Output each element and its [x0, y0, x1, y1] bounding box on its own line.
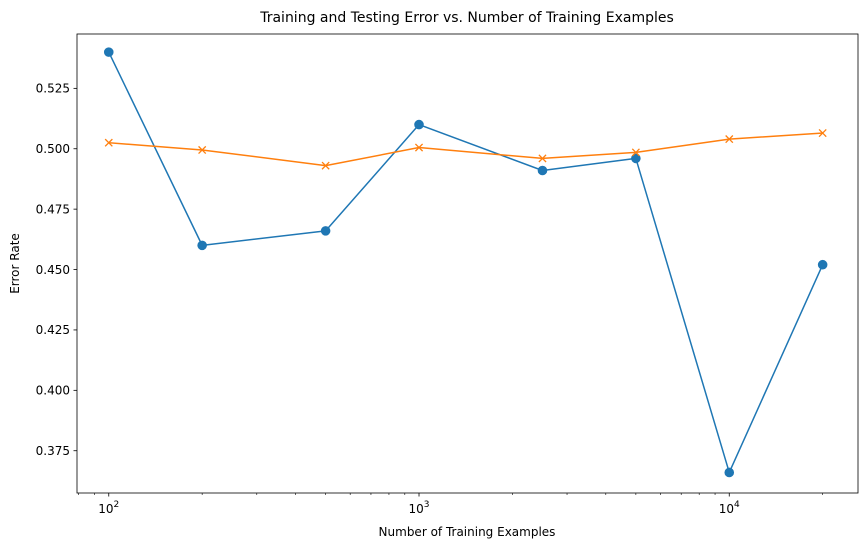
data-point	[197, 240, 207, 251]
data-point	[724, 467, 735, 478]
series-2	[104, 128, 827, 170]
data-point	[104, 138, 113, 147]
plot-area	[77, 34, 858, 493]
y-tick-label: 0.500	[36, 142, 70, 156]
y-tick-label: 0.475	[36, 202, 70, 216]
series-1	[103, 47, 828, 478]
y-tick-label: 0.425	[36, 323, 70, 337]
data-point	[321, 161, 330, 170]
x-tick-label: 102	[98, 500, 119, 516]
x-tick-label-exponent: 3	[424, 500, 430, 510]
y-tick-label: 0.375	[36, 444, 70, 458]
data-point	[631, 153, 641, 164]
data-point	[414, 119, 424, 130]
data-point-stroke	[414, 143, 424, 152]
data-point-stroke	[104, 138, 113, 147]
y-tick-label: 0.400	[36, 384, 70, 398]
y-tick-label: 0.525	[36, 82, 70, 96]
data-point-stroke	[321, 161, 330, 170]
series-line	[107, 132, 824, 167]
data-point	[320, 226, 331, 236]
y-ticks: 0.375 0.400 0.425 0.450 0.475 0.500 0.525	[36, 82, 77, 458]
chart-title: Training and Testing Error vs. Number of…	[259, 10, 674, 26]
data-point	[725, 135, 734, 144]
x-axis-label: Number of Training Examples	[379, 525, 556, 539]
x-tick-label: 104	[719, 500, 740, 516]
data-point	[103, 47, 114, 57]
data-point-stroke	[538, 154, 547, 163]
data-point-stroke	[631, 148, 640, 157]
data-point-stroke	[818, 128, 827, 138]
x-ticks: 102 103 104	[98, 493, 740, 516]
data-point-stroke	[198, 145, 207, 155]
series-line	[107, 51, 824, 474]
x-tick-label: 103	[409, 500, 430, 516]
data-point	[414, 143, 424, 152]
x-tick-label-exponent: 2	[114, 500, 120, 510]
x-tick-label-base: 10	[409, 502, 424, 516]
data-point	[537, 165, 548, 176]
series-layer	[103, 47, 828, 478]
data-point	[631, 148, 640, 157]
y-axis-label: Error Rate	[8, 233, 22, 294]
x-tick-label-base: 10	[98, 502, 113, 516]
data-point	[817, 259, 828, 270]
data-point-stroke	[725, 135, 734, 144]
data-point	[198, 145, 207, 155]
y-tick-label: 0.450	[36, 263, 70, 277]
data-point	[818, 128, 827, 138]
x-tick-label-base: 10	[719, 502, 734, 516]
plot-frame	[76, 33, 859, 494]
x-tick-label-exponent: 4	[734, 500, 740, 510]
data-point	[538, 154, 547, 163]
